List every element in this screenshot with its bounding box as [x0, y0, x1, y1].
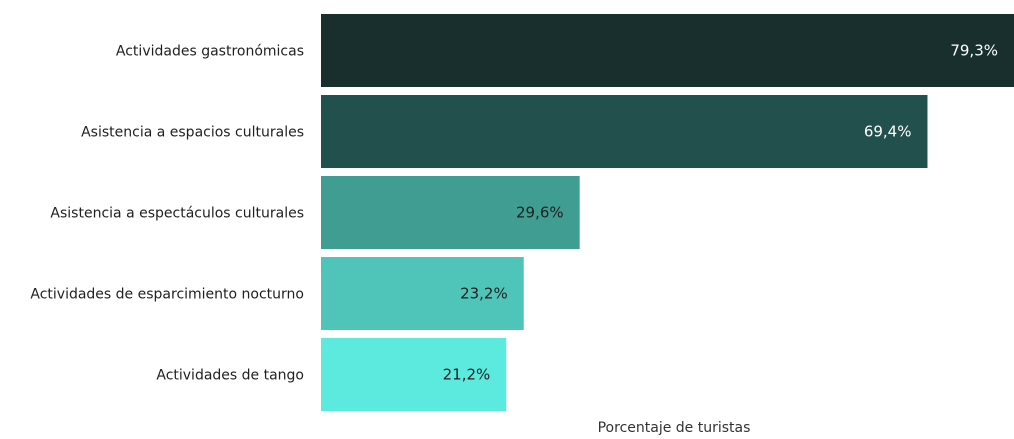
value-label-1: 79,3% [950, 42, 998, 60]
value-labels: 79,3% 69,4% 29,6% 23,2% 21,2% [443, 42, 998, 384]
bar-1 [321, 14, 1014, 87]
category-label-3: Asistencia a espectáculos culturales [50, 206, 304, 222]
value-label-4: 23,2% [460, 285, 508, 303]
category-label-5: Actividades de tango [156, 368, 304, 384]
bar-4 [321, 257, 524, 330]
x-axis-title: Porcentaje de turistas [598, 420, 751, 436]
category-labels: Actividades gastronómicas Asistencia a es… [30, 44, 304, 384]
category-label-1: Actividades gastronómicas [116, 44, 304, 60]
value-label-2: 69,4% [864, 123, 912, 141]
category-label-4: Actividades de esparcimiento nocturno [30, 287, 304, 303]
bar-3 [321, 176, 580, 249]
bar-5 [321, 338, 507, 411]
value-label-3: 29,6% [516, 204, 564, 222]
bar-2 [321, 95, 928, 168]
value-label-5: 21,2% [443, 366, 491, 384]
bars-group [321, 14, 1014, 411]
category-label-2: Asistencia a espacios culturales [81, 125, 304, 141]
